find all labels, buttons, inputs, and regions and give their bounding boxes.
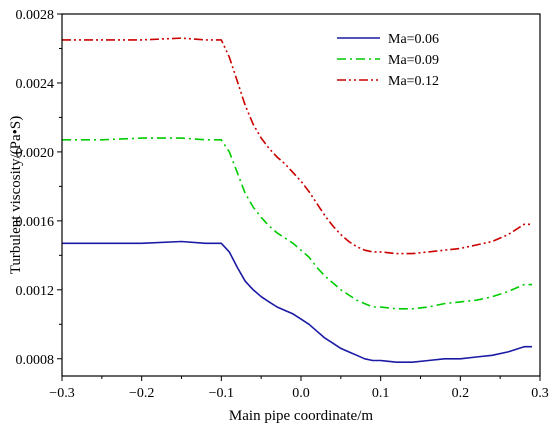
y-axis-title: Turbulent viscosity/(Pa•S) [8, 116, 24, 274]
x-tick-label: 0.3 [531, 386, 549, 401]
legend: Ma=0.06 Ma=0.09 Ma=0.12 [337, 32, 439, 89]
series-layer [62, 37, 532, 363]
series-line-3 [62, 37, 532, 255]
y-tick-label: 0.0020 [16, 146, 55, 161]
x-tick-label: 0.2 [452, 386, 470, 401]
y-tick-label: 0.0008 [16, 353, 55, 368]
y-axis: 0.0008 0.0012 0.0016 0.0020 0.0024 0.0028 [16, 8, 62, 368]
y-tick-label: 0.0016 [16, 215, 55, 230]
y-tick-label: 0.0028 [16, 8, 55, 23]
y-tick-label: 0.0012 [16, 284, 55, 299]
x-tick-label: −0.2 [129, 386, 154, 401]
legend-label-3: Ma=0.12 [388, 74, 439, 89]
series-line-1 [62, 240, 532, 363]
x-tick-label: −0.1 [209, 386, 234, 401]
x-tick-label: −0.3 [49, 386, 74, 401]
series-line-2 [62, 137, 532, 310]
y-tick-label: 0.0024 [16, 77, 55, 92]
x-tick-label: 0.1 [372, 386, 390, 401]
legend-label-2: Ma=0.09 [388, 53, 439, 68]
x-axis-title: Main pipe coordinate/m [229, 408, 373, 424]
x-axis: −0.3 −0.2 −0.1 0.0 0.1 0.2 0.3 [49, 376, 549, 401]
x-tick-label: 0.0 [292, 386, 310, 401]
legend-label-1: Ma=0.06 [388, 32, 439, 47]
